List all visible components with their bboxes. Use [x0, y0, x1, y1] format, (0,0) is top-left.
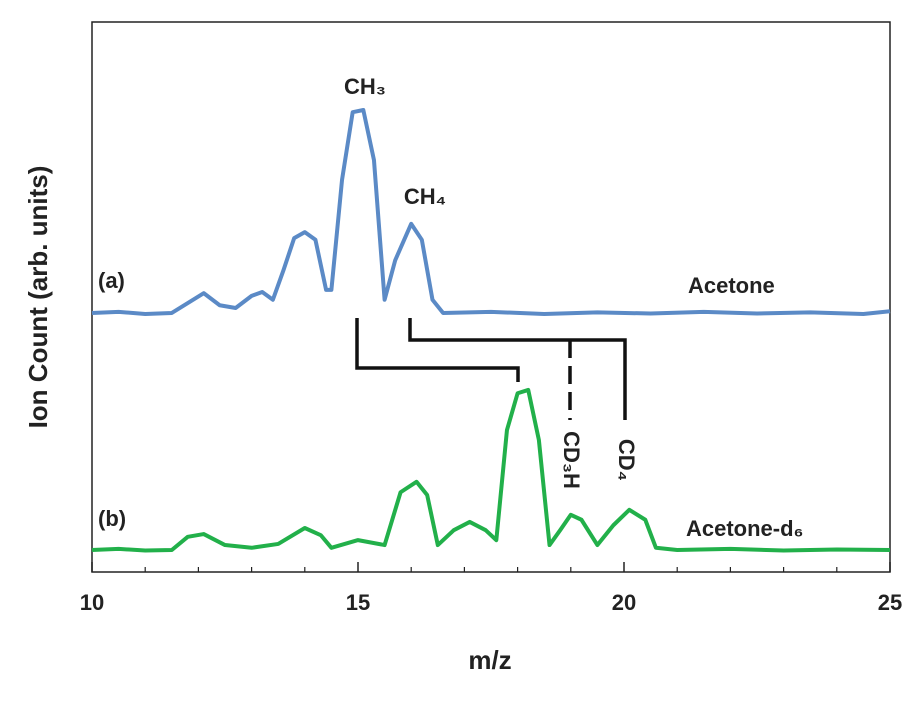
series-line — [91, 108, 891, 317]
peak-label: CD₄ — [614, 439, 639, 481]
bracket — [355, 318, 520, 382]
x-axis-label: m/z — [468, 645, 511, 675]
series-tag: (b) — [98, 506, 126, 531]
x-tick-label: 15 — [346, 590, 370, 615]
y-axis-label: Ion Count (arb. units) — [23, 166, 53, 429]
x-tick-label: 25 — [878, 590, 902, 615]
correlation-brackets — [355, 318, 627, 420]
x-tick-label: 20 — [612, 590, 636, 615]
plot-frame — [91, 21, 891, 573]
x-tick-label: 10 — [80, 590, 104, 615]
bracket — [408, 318, 627, 420]
series-tag: (a) — [98, 268, 125, 293]
peak-label: CH₃ — [344, 74, 386, 99]
legend-entry: Acetone-d₆ — [686, 516, 804, 541]
peak-label: CD₃H — [559, 431, 584, 489]
series-line — [91, 387, 891, 553]
legend-entry: Acetone — [688, 273, 775, 298]
peak-label: CH₄ — [404, 184, 446, 209]
